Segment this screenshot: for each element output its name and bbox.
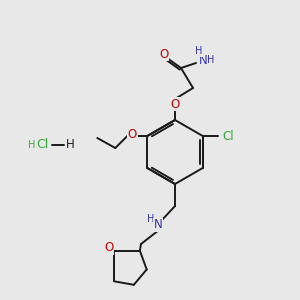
Text: H: H	[147, 214, 155, 224]
Text: H: H	[66, 139, 74, 152]
Text: O: O	[104, 241, 114, 254]
Text: O: O	[128, 128, 137, 142]
Text: Cl: Cl	[36, 139, 48, 152]
Text: H: H	[207, 55, 215, 65]
Text: O: O	[159, 47, 169, 61]
Text: N: N	[154, 218, 162, 232]
Text: Cl: Cl	[222, 130, 233, 142]
Text: H: H	[195, 46, 203, 56]
Text: O: O	[170, 98, 180, 110]
Text: N: N	[199, 53, 207, 67]
Text: H: H	[28, 140, 36, 150]
